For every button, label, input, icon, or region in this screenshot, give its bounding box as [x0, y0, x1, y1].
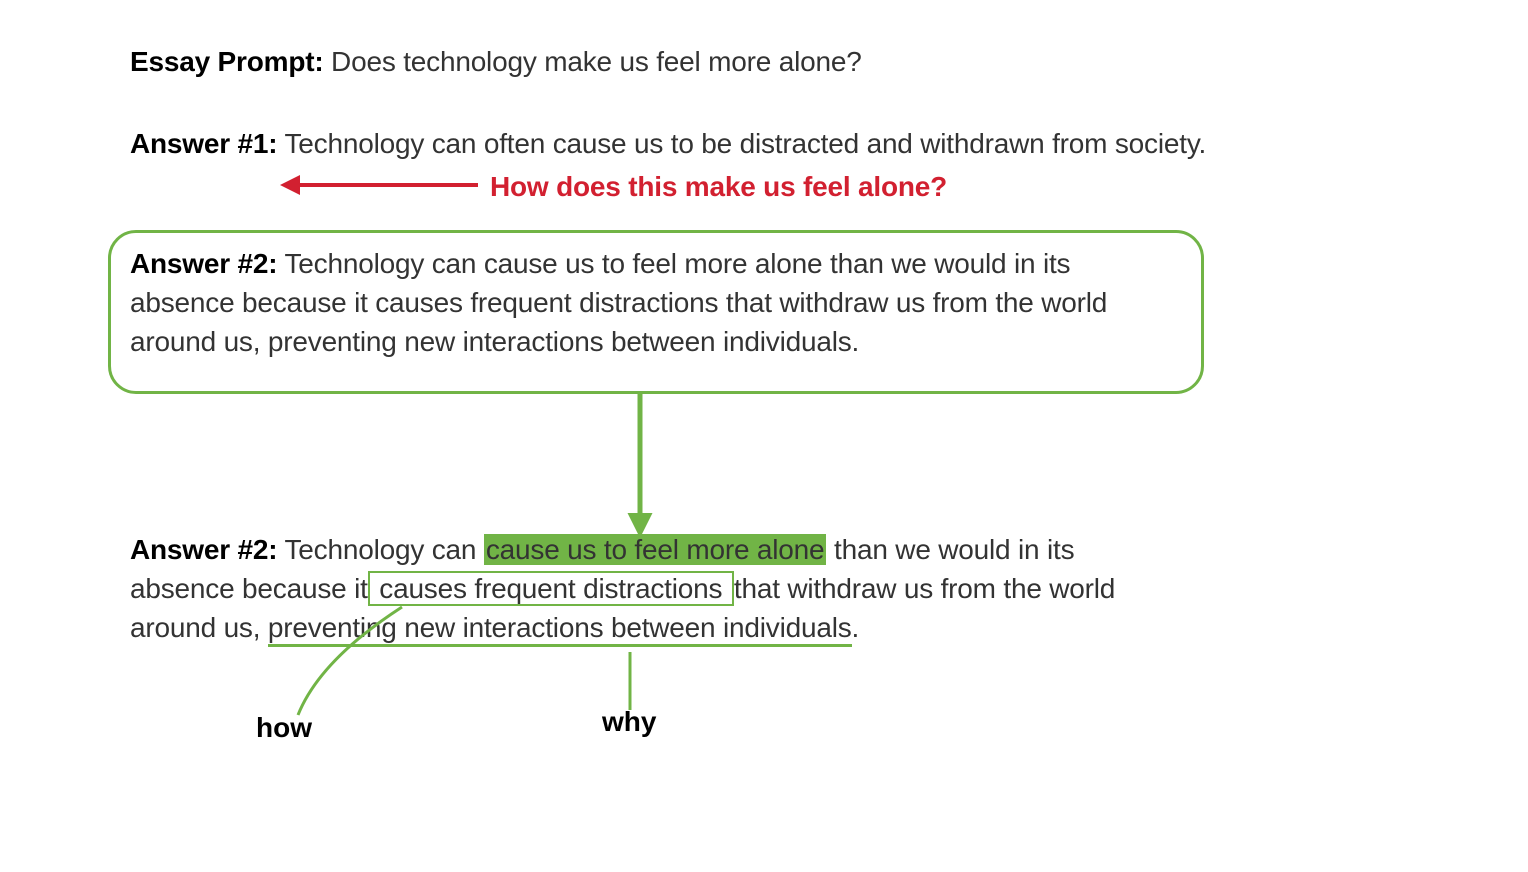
how-label: how	[256, 712, 312, 744]
prompt-label: Essay Prompt:	[130, 46, 323, 77]
annot-underline: preventing new interactions between indi…	[268, 612, 852, 647]
essay-prompt: Essay Prompt: Does technology make us fe…	[130, 42, 1230, 81]
answer-2-annot-label: Answer #2:	[130, 534, 277, 565]
annot-highlight: cause us to feel more alone	[484, 534, 827, 565]
why-label: why	[602, 706, 656, 738]
diagram-canvas: Essay Prompt: Does technology make us fe…	[0, 0, 1528, 872]
answer-2-annotated: Answer #2: Technology can cause us to fe…	[130, 530, 1180, 648]
annot-pre1: Technology can	[277, 534, 483, 565]
annotation-red: How does this make us feel alone?	[490, 167, 947, 206]
answer-2-text: Technology can cause us to feel more alo…	[130, 248, 1107, 357]
annotation-red-text: How does this make us feel alone?	[490, 171, 947, 202]
annot-outline: causes frequent distractions	[368, 571, 734, 606]
answer-1: Answer #1: Technology can often cause us…	[130, 124, 1230, 163]
answer-1-text: Technology can often cause us to be dist…	[277, 128, 1206, 159]
answer-2-boxed: Answer #2: Technology can cause us to fe…	[130, 244, 1180, 362]
answer-1-label: Answer #1:	[130, 128, 277, 159]
annot-post3: .	[852, 612, 860, 643]
answer-2-label: Answer #2:	[130, 248, 277, 279]
prompt-text: Does technology make us feel more alone?	[323, 46, 861, 77]
